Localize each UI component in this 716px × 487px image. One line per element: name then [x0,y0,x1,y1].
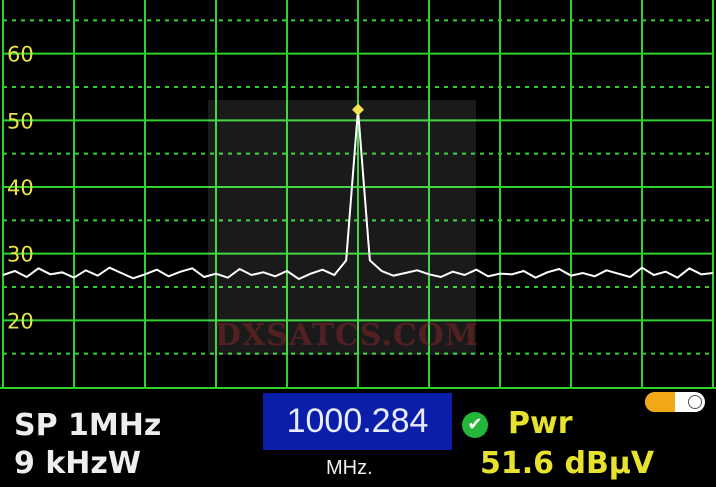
measure-value: 51.6 dBµV [480,446,655,481]
rbw-label: 9 kHzW [14,446,141,481]
watermark-text: DXSATCS.COM [215,318,480,353]
watermark-logo [208,100,476,355]
span-label: SP 1MHz [14,408,162,443]
y-axis-labels: 203040506070 [7,43,34,334]
y-tick-label: 40 [7,176,34,200]
measure-label: Pwr [508,406,573,441]
y-tick-label: 60 [7,43,34,67]
y-tick-label: 30 [7,243,34,267]
y-tick-label: 20 [7,309,34,333]
spectrum-plot: 203040506070 [0,0,716,389]
frequency-unit: MHz. [326,457,373,479]
peak-marker [352,103,364,116]
center-frequency-field[interactable]: 1000.284 [263,393,452,450]
check-circle-icon: ✔ [462,412,488,438]
y-tick-label: 50 [7,109,34,133]
battery-icon [645,392,705,412]
